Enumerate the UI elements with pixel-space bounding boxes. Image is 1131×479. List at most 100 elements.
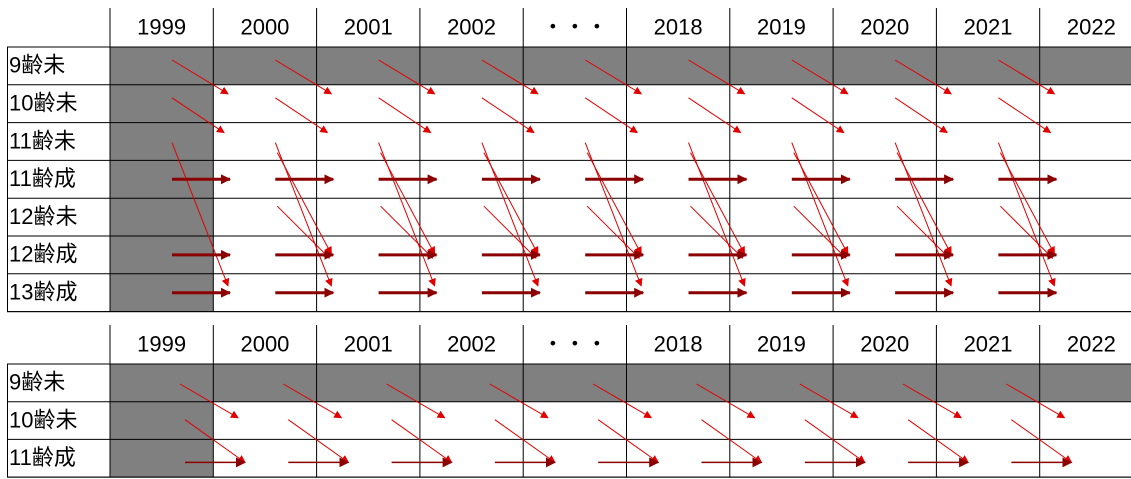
row-label: 11齢成 [9,445,76,470]
gray-cell [110,122,214,161]
year-header: 2000 [240,331,289,356]
arrow-thin [481,59,539,95]
year-header: 2018 [654,14,703,39]
gray-cell [626,364,730,402]
arrow-thin [584,59,643,95]
arrow-thin [184,419,246,463]
arrow-thin [696,383,756,419]
year-header: ・・・ [542,331,608,356]
gray-cell [936,47,1040,85]
gray-cell [523,364,627,402]
arrow-thin [584,97,639,134]
gray-cell [110,198,214,236]
year-header: 2002 [447,14,496,39]
arrow-thin [1000,205,1054,259]
year-header: 2019 [757,14,806,39]
gray-cell [110,364,214,402]
row-label: 9齢未 [9,53,65,78]
gray-cell [936,364,1040,402]
gray-cell [729,364,834,402]
gray-cell [213,47,317,85]
gray-cell [419,364,524,402]
arrow-thin [999,152,1055,255]
year-header: 2020 [860,331,909,356]
year-header: 2018 [654,331,703,356]
year-header: 1999 [137,331,186,356]
arrow-thin [896,205,950,259]
arrow-thin [275,97,329,134]
arrow-thin [171,142,230,287]
arrow-thin [494,419,556,463]
gray-cell [523,47,627,85]
year-header: 2002 [447,331,496,356]
row-label: 11齢未 [9,128,76,153]
arrow-thin [799,383,859,419]
arrow-thin [592,383,653,419]
year-header: ・・・ [542,14,608,39]
arrow-thin [481,97,535,134]
arrow-thin [688,97,742,134]
row-label: 9齢未 [9,370,65,395]
row-label: 11齢成 [9,166,76,191]
arrow-thin [391,419,453,463]
row-label: 10齢未 [9,407,77,432]
arrow-thin [894,59,952,95]
gray-cell [833,364,937,402]
gray-cell [626,47,730,85]
arrow-thin [597,419,660,463]
row-label: 10齢未 [9,91,77,116]
arrow-thin [276,152,332,255]
arrow-thin [483,205,537,259]
year-header: 2001 [344,14,393,39]
row-label: 12齢未 [9,204,77,229]
gray-cell [419,47,524,85]
arrow-thin [690,152,745,255]
arrow-thin [791,97,845,134]
year-header: 2022 [1067,14,1116,39]
gray-cell [316,47,420,85]
arrow-thin [998,97,1052,134]
gray-cell [110,84,214,123]
arrow-thin [275,59,333,95]
row-label: 12齢成 [9,242,77,267]
arrow-thin [907,419,969,463]
year-header: 2001 [344,331,393,356]
arrow-thin [179,383,239,419]
arrow-thin [804,419,866,463]
gray-cell [316,364,420,402]
arrow-thin [586,205,640,259]
year-header: 2021 [964,331,1013,356]
year-header: 2000 [240,14,289,39]
year-header: 2021 [964,14,1013,39]
arrow-thin [701,419,763,463]
arrow-thin [378,97,432,134]
arrow-thin [171,59,229,95]
arrow-thin [902,383,962,419]
gray-cell [110,401,214,440]
arrow-thin [793,205,847,259]
arrow-thin [690,205,744,259]
gray-cell [729,47,834,85]
arrow-thin [380,152,436,255]
row-label: 13齢成 [9,280,77,305]
arrow-thin [378,59,436,95]
arrow-thin [1006,383,1066,419]
year-header: 2020 [860,14,909,39]
gray-cell [833,47,937,85]
arrow-thin [688,59,746,95]
arrow-thin [171,97,225,134]
arrow-thin [586,152,642,255]
gray-cell [1039,47,1131,85]
year-header: 2019 [757,331,806,356]
arrow-thin [793,152,849,255]
arrow-thin [1011,419,1073,463]
gray-cell [1039,364,1131,402]
arrow-thin [489,383,549,419]
arrow-thin [998,59,1056,95]
arrow-thin [791,59,849,95]
arrow-thin [276,205,331,259]
arrow-thin [380,205,434,259]
arrow-thin [894,97,948,134]
